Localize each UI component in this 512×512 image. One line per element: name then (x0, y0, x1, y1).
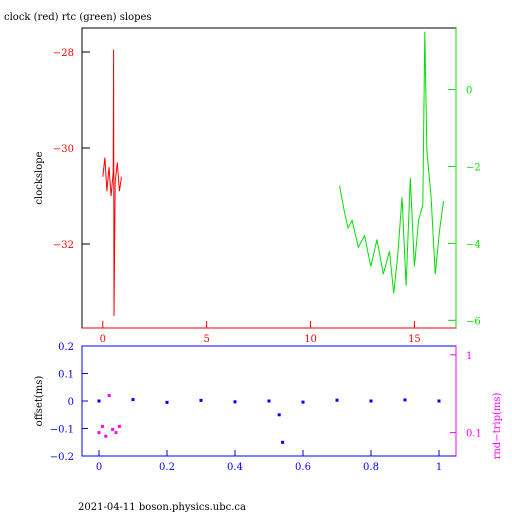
top-x-tick-label: 15 (408, 334, 421, 345)
top-plot-frame (81, 27, 457, 329)
top-y2-tick-label: −4 (466, 239, 481, 250)
series-offset-point (199, 398, 203, 402)
bottom-y-tick-label: 0 (68, 397, 74, 408)
top-y-axis-label: clockslope (34, 151, 45, 204)
top-y2-tick-label: −2 (466, 162, 481, 173)
series-rnd-trip-point (104, 434, 108, 438)
series-rnd-trip-point (111, 427, 115, 431)
bottom-y2-axis-label: rnd−trip(ms) (492, 392, 503, 459)
bottom-x-tick-label: 0.2 (159, 462, 175, 473)
bottom-x-tick-label: 1 (436, 462, 442, 473)
series-rtc-line (339, 31, 444, 294)
bottom-x-tick-label: 0 (96, 462, 102, 473)
top-x-tick-label: 0 (100, 334, 106, 345)
top-series (102, 31, 444, 317)
bottom-panel: 0 0.2 0.4 0.6 0.8 1 0.2 0.1 0 −0.1 −0.2 1 0.1 offset… (34, 342, 503, 473)
bottom-y2-tick-label: 0.1 (466, 429, 482, 440)
bottom-y2-tick-label: 1 (466, 351, 472, 362)
series-rnd-trip-point (107, 394, 111, 397)
series-offset-point (369, 399, 373, 403)
series-offset-point (165, 400, 169, 404)
series-offset-point (97, 399, 101, 403)
bottom-y-tick-label: 0.1 (58, 370, 74, 381)
bottom-ticks: 0 0.2 0.4 0.6 0.8 1 0.2 0.1 0 −0.1 −0.2 1 0.1 (50, 342, 482, 473)
top-ticks: 0 5 10 15 −28 −30 −32 0 −2 −4 −6 (53, 48, 481, 345)
series-clock-line (102, 49, 122, 317)
bottom-y-tick-label: −0.2 (50, 452, 74, 463)
top-y-tick-label: −30 (53, 144, 74, 155)
series-offset-point (131, 398, 135, 402)
series-offset-point (233, 400, 237, 404)
chart-title: clock (red) rtc (green) slopes (4, 12, 152, 23)
bottom-y-tick-label: −0.1 (50, 425, 74, 436)
bottom-y-axis-label: offset(ms) (34, 376, 45, 427)
top-y2-tick-label: −6 (466, 316, 481, 327)
bottom-x-tick-label: 0.4 (227, 462, 243, 473)
top-y2-tick-label: 0 (466, 86, 472, 97)
top-panel: 0 5 10 15 −28 −30 −32 0 −2 −4 −6 clockslope (34, 27, 481, 345)
bottom-series (97, 394, 441, 444)
footer-text: 2021-04-11 boson.physics.ubc.ca (78, 502, 246, 512)
bottom-x-tick-label: 0.8 (363, 462, 379, 473)
top-y-tick-label: −32 (53, 240, 74, 251)
bottom-x-tick-label: 0.6 (295, 462, 311, 473)
series-offset-point (335, 398, 339, 402)
top-x-tick-label: 10 (304, 334, 317, 345)
series-offset-point (277, 413, 281, 417)
series-offset-point (301, 400, 305, 404)
top-x-tick-label: 5 (203, 334, 209, 345)
series-rnd-trip-point (97, 431, 101, 435)
series-rnd-trip-point (100, 424, 104, 428)
series-rnd-trip-point (117, 424, 121, 428)
top-y-tick-label: −28 (53, 48, 74, 59)
series-offset-point (267, 399, 271, 403)
series-offset-point (281, 440, 285, 444)
bottom-y-tick-label: 0.2 (58, 342, 74, 353)
series-offset-point (403, 398, 407, 402)
series-rnd-trip-point (114, 431, 118, 435)
series-offset-point (437, 399, 441, 403)
